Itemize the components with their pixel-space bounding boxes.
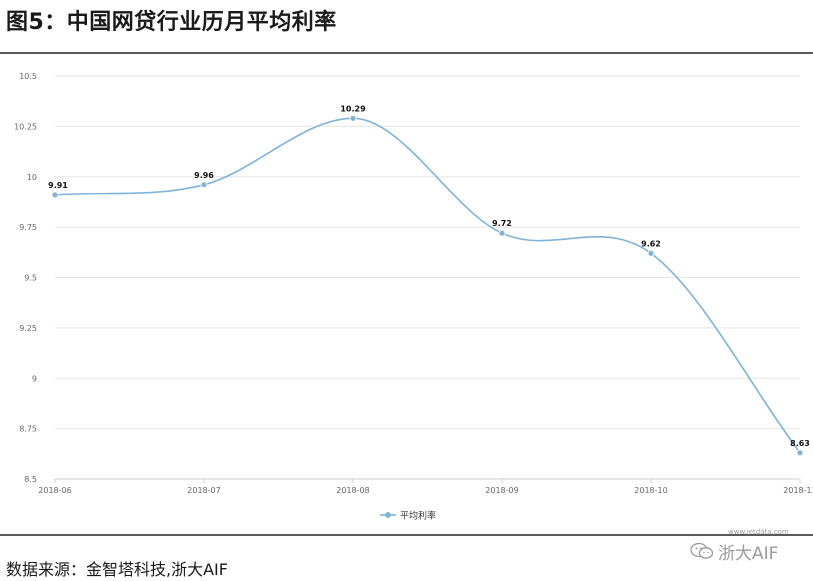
grid-lines xyxy=(55,75,800,480)
legend-marker-dot xyxy=(385,512,391,518)
y-tick-label: 10 xyxy=(27,173,37,182)
data-point xyxy=(498,229,506,237)
x-tick-label: 2018-09 xyxy=(485,486,518,495)
data-label: 9.62 xyxy=(641,239,661,248)
legend-label: 平均利率 xyxy=(400,510,436,522)
brand-watermark: 浙大AIF xyxy=(690,540,779,564)
wechat-icon xyxy=(690,542,714,559)
y-tick-label: 10.5 xyxy=(19,72,37,81)
data-point xyxy=(796,449,804,457)
y-axis-ticks: 8.5 8.75 9 9.25 9.5 9.75 10 10.25 10.5 xyxy=(14,72,37,484)
series-line-平均利率 xyxy=(54,117,801,454)
x-tick-label: 2018-06 xyxy=(38,486,71,495)
brand-text: 浙大AIF xyxy=(718,543,779,564)
x-tick-label: 2018-11 xyxy=(783,486,813,495)
y-tick-label: 8.5 xyxy=(24,475,37,484)
data-point xyxy=(200,181,208,189)
data-label: 9.96 xyxy=(194,171,214,180)
data-label: 9.91 xyxy=(48,181,68,190)
data-label: 8.63 xyxy=(790,439,810,448)
data-label: 10.29 xyxy=(340,104,366,113)
y-tick-label: 10.25 xyxy=(14,122,37,131)
x-tick-label: 2018-07 xyxy=(187,486,220,495)
data-point xyxy=(647,249,655,257)
data-source: 数据来源：金智塔科技,浙大AIF xyxy=(6,560,228,579)
top-divider xyxy=(0,52,813,54)
y-tick-label: 9.25 xyxy=(19,324,37,333)
y-tick-label: 9.75 xyxy=(19,223,37,232)
watermark-url: www.jetdata.com xyxy=(728,528,789,536)
chart-title: 图5：中国网贷行业历月平均利率 xyxy=(6,10,337,35)
x-tick-label: 2018-10 xyxy=(634,486,667,495)
x-tick-label: 2018-08 xyxy=(336,486,369,495)
bottom-divider xyxy=(0,534,813,536)
data-labels: 9.91 9.96 10.29 9.72 9.62 8.63 xyxy=(48,104,810,447)
data-point xyxy=(349,114,357,122)
data-points xyxy=(51,114,804,457)
legend[interactable]: 平均利率 xyxy=(380,510,436,522)
y-tick-label: 9 xyxy=(32,374,37,383)
y-tick-label: 9.5 xyxy=(24,274,37,283)
data-label: 9.72 xyxy=(492,219,512,228)
data-point xyxy=(51,191,59,199)
y-tick-label: 8.75 xyxy=(19,425,37,434)
x-axis-ticks: 2018-06 2018-07 2018-08 2018-09 2018-10 2018-… xyxy=(38,479,813,495)
